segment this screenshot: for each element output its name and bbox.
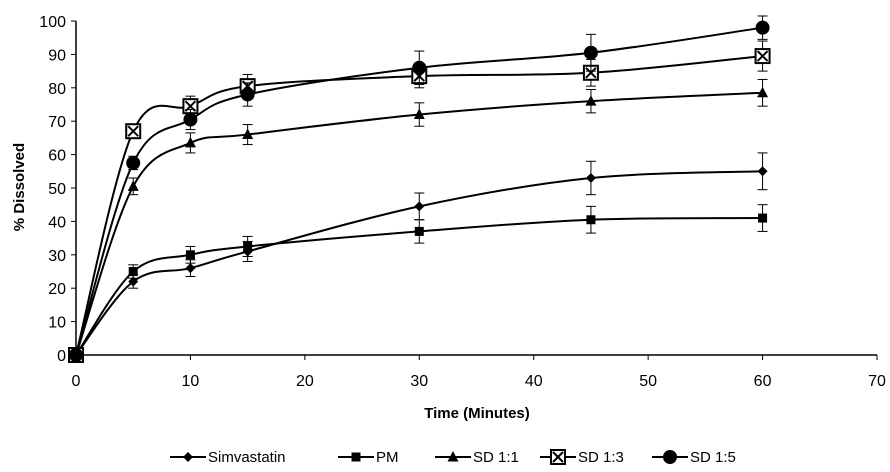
y-tick-label: 40 [48,214,66,231]
series-sd-1-5 [69,15,770,362]
data-point [69,348,83,362]
data-point [586,215,596,225]
y-tick-label: 90 [48,47,66,64]
data-point [414,226,424,236]
legend-marker [663,450,677,464]
legend-marker [351,452,361,462]
data-point [242,128,254,140]
x-tick-label: 20 [296,373,314,390]
legend: Simvastatin PM SD 1:1 SD 1:3 SD 1:5 [170,449,736,466]
y-tick-label: 10 [48,315,66,332]
data-point [128,267,138,276]
legend-item: SD 1:5 [652,449,736,466]
legend-label: SD 1:5 [690,449,736,466]
data-point [585,172,596,183]
data-point [184,136,196,148]
data-point [755,20,770,35]
y-tick-label: 30 [48,248,66,265]
series-pm [71,204,768,360]
series-line [75,91,763,356]
data-point [412,60,427,75]
x-tick-label: 70 [868,373,886,390]
data-point [758,213,768,223]
series-sd-1-1 [70,78,769,360]
x-tick-label: 50 [639,373,657,390]
y-tick-label: 20 [48,281,66,298]
legend-label: PM [376,449,399,466]
data-point [757,166,768,177]
y-axis-title: % Dissolved [11,143,28,231]
x-tick-label: 40 [525,373,543,390]
legend-label: Simvastatin [208,449,286,466]
x-axis-title: Time (Minutes) [424,405,530,422]
x-tick-label: 30 [410,373,428,390]
legend-label: SD 1:1 [473,449,519,466]
data-point [128,276,139,287]
data-point [185,250,195,260]
plot-area: 0 10 20 30 40 50 60 70 80 90 100 0 10 20 30 40 50 60 70 [39,14,886,390]
data-point [240,87,255,102]
y-tick-label: 50 [48,181,66,198]
x-tick-label: 10 [182,373,200,390]
y-tick-label: 70 [48,114,66,131]
y-tick-label: 100 [39,14,66,31]
legend-marker [550,449,566,465]
x-tick-label: 0 [72,373,81,390]
y-tick-label: 60 [48,148,66,165]
data-point [185,263,196,274]
legend-marker [183,452,193,462]
legend-item: PM [338,449,399,466]
legend-item: SD 1:1 [435,449,519,466]
data-point [757,86,769,98]
data-point [127,180,139,191]
data-point [413,108,425,120]
legend-marker [447,451,459,462]
legend-item: SD 1:3 [540,449,624,466]
data-point [243,241,253,251]
y-tick-label: 80 [48,81,66,98]
legend-item: Simvastatin [170,449,286,466]
y-tick-label: 0 [57,348,66,365]
data-point [585,95,597,106]
legend-label: SD 1:3 [578,449,624,466]
data-point [183,112,198,127]
data-point [414,201,425,212]
data-point [754,48,771,65]
x-tick-label: 60 [754,373,772,390]
data-point [126,155,141,170]
data-point [125,123,142,140]
data-point [583,45,598,60]
